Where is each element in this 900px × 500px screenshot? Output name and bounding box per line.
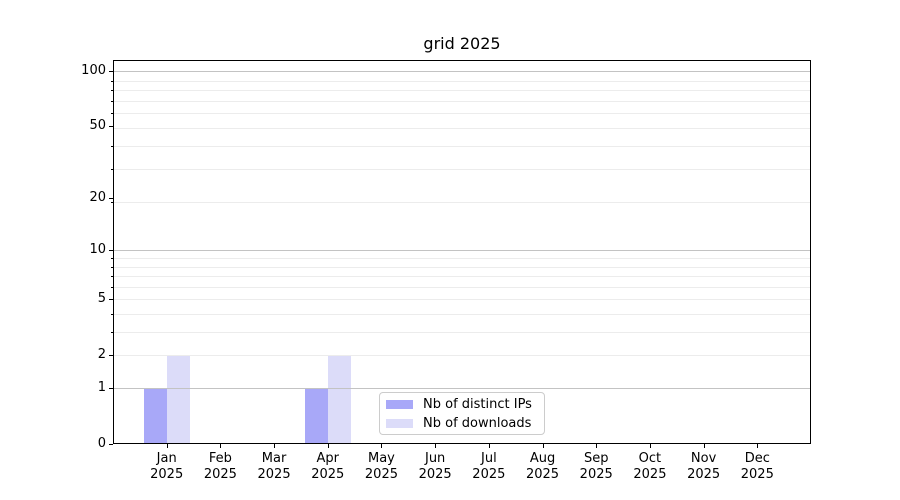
y-axis-minor-tick xyxy=(111,332,113,334)
x-axis-tick-label: Apr 2025 xyxy=(311,451,345,482)
y-axis-minor-tick xyxy=(111,90,113,92)
y-axis-minor-tick xyxy=(111,266,113,268)
y-axis-tick-label: 50 xyxy=(89,118,106,134)
gridline-minor xyxy=(114,332,810,334)
y-axis-minor-tick xyxy=(111,202,113,203)
x-axis-tick xyxy=(488,444,490,448)
legend-item-distinct-ips: Nb of distinct IPs xyxy=(386,396,538,413)
gridline-minor xyxy=(114,169,810,171)
x-axis-tick xyxy=(596,444,598,448)
gridline-minor xyxy=(114,286,810,288)
y-axis-minor-tick xyxy=(111,258,113,259)
gridline-major xyxy=(114,71,810,73)
y-axis-tick-label: 1 xyxy=(97,380,106,395)
y-axis-minor-tick xyxy=(111,276,113,278)
legend-item-downloads: Nb of downloads xyxy=(386,415,538,432)
x-axis-tick-label: Jun 2025 xyxy=(418,451,452,482)
x-axis-tick xyxy=(649,444,651,448)
bar-nb-of-distinct-ips-jan xyxy=(143,388,167,443)
y-axis-minor-tick xyxy=(111,313,113,315)
y-axis-tick xyxy=(109,388,113,389)
gridline-minor xyxy=(114,146,810,148)
y-axis-tick-label: 2 xyxy=(97,347,106,363)
y-axis-tick-label: 100 xyxy=(81,63,106,79)
gridline-minor xyxy=(114,299,810,301)
x-axis-tick-label: Sep 2025 xyxy=(579,451,613,482)
x-axis-tick xyxy=(435,444,437,448)
x-axis-tick-label: Oct 2025 xyxy=(633,451,667,482)
gridline-minor xyxy=(114,276,810,278)
bar-nb-of-downloads-jan xyxy=(166,355,190,443)
plot-area xyxy=(113,60,811,444)
x-axis-tick xyxy=(327,444,329,448)
gridline-major xyxy=(114,250,810,252)
y-axis-minor-tick xyxy=(111,169,113,171)
gridline-minor xyxy=(114,355,810,357)
gridline-minor xyxy=(114,127,810,129)
x-axis-tick xyxy=(757,444,759,448)
bar-nb-of-distinct-ips-apr xyxy=(304,388,328,443)
legend: Nb of distinct IPs Nb of downloads xyxy=(379,392,545,435)
y-axis-tick xyxy=(109,355,113,357)
x-axis-tick xyxy=(274,444,276,448)
y-axis-tick-label: 0 xyxy=(97,436,106,451)
gridline-minor xyxy=(114,258,810,259)
y-axis-tick xyxy=(109,198,113,200)
gridline-minor xyxy=(114,313,810,315)
y-axis-tick-label: 10 xyxy=(89,242,106,258)
y-axis-tick xyxy=(109,250,113,252)
y-axis-minor-tick xyxy=(111,113,113,115)
legend-swatch-downloads xyxy=(386,418,413,428)
x-axis-tick xyxy=(703,444,705,448)
y-axis-tick xyxy=(109,444,113,445)
y-axis-tick-label: 20 xyxy=(89,190,106,206)
x-axis-tick xyxy=(166,444,168,448)
x-axis-tick-label: Mar 2025 xyxy=(257,451,291,482)
y-axis-tick xyxy=(109,71,113,73)
legend-label-downloads: Nb of downloads xyxy=(423,415,532,431)
x-axis-tick-label: Jul 2025 xyxy=(472,451,506,482)
x-axis-tick xyxy=(381,444,383,448)
gridline-minor xyxy=(114,266,810,268)
y-axis-tick-label: 5 xyxy=(97,291,106,307)
x-axis-tick xyxy=(542,444,544,448)
gridline-minor xyxy=(114,100,810,102)
y-axis-minor-tick xyxy=(111,80,113,82)
gridline-minor xyxy=(114,80,810,82)
y-axis-minor-tick xyxy=(111,100,113,102)
bar-nb-of-downloads-apr xyxy=(327,355,351,443)
legend-label-distinct-ips: Nb of distinct IPs xyxy=(423,396,532,412)
x-axis-tick-label: Aug 2025 xyxy=(525,451,560,482)
x-axis-tick-label: Jan 2025 xyxy=(150,451,184,482)
chart-title: grid 2025 xyxy=(423,34,501,53)
x-axis-tick-label: Feb 2025 xyxy=(203,451,237,482)
x-axis-tick-label: Dec 2025 xyxy=(740,451,774,482)
gridline-minor xyxy=(114,90,810,92)
legend-swatch-distinct-ips xyxy=(386,399,413,409)
x-axis-tick-label: Nov 2025 xyxy=(687,451,721,482)
gridline-major xyxy=(114,388,810,389)
gridline-minor xyxy=(114,202,810,203)
y-axis-tick xyxy=(109,126,113,128)
x-axis-tick-label: May 2025 xyxy=(364,451,398,482)
x-axis-tick xyxy=(220,444,222,448)
y-axis-minor-tick xyxy=(111,146,113,148)
gridline-minor xyxy=(114,113,810,115)
y-axis-minor-tick xyxy=(111,286,113,288)
y-axis-tick xyxy=(109,299,113,301)
